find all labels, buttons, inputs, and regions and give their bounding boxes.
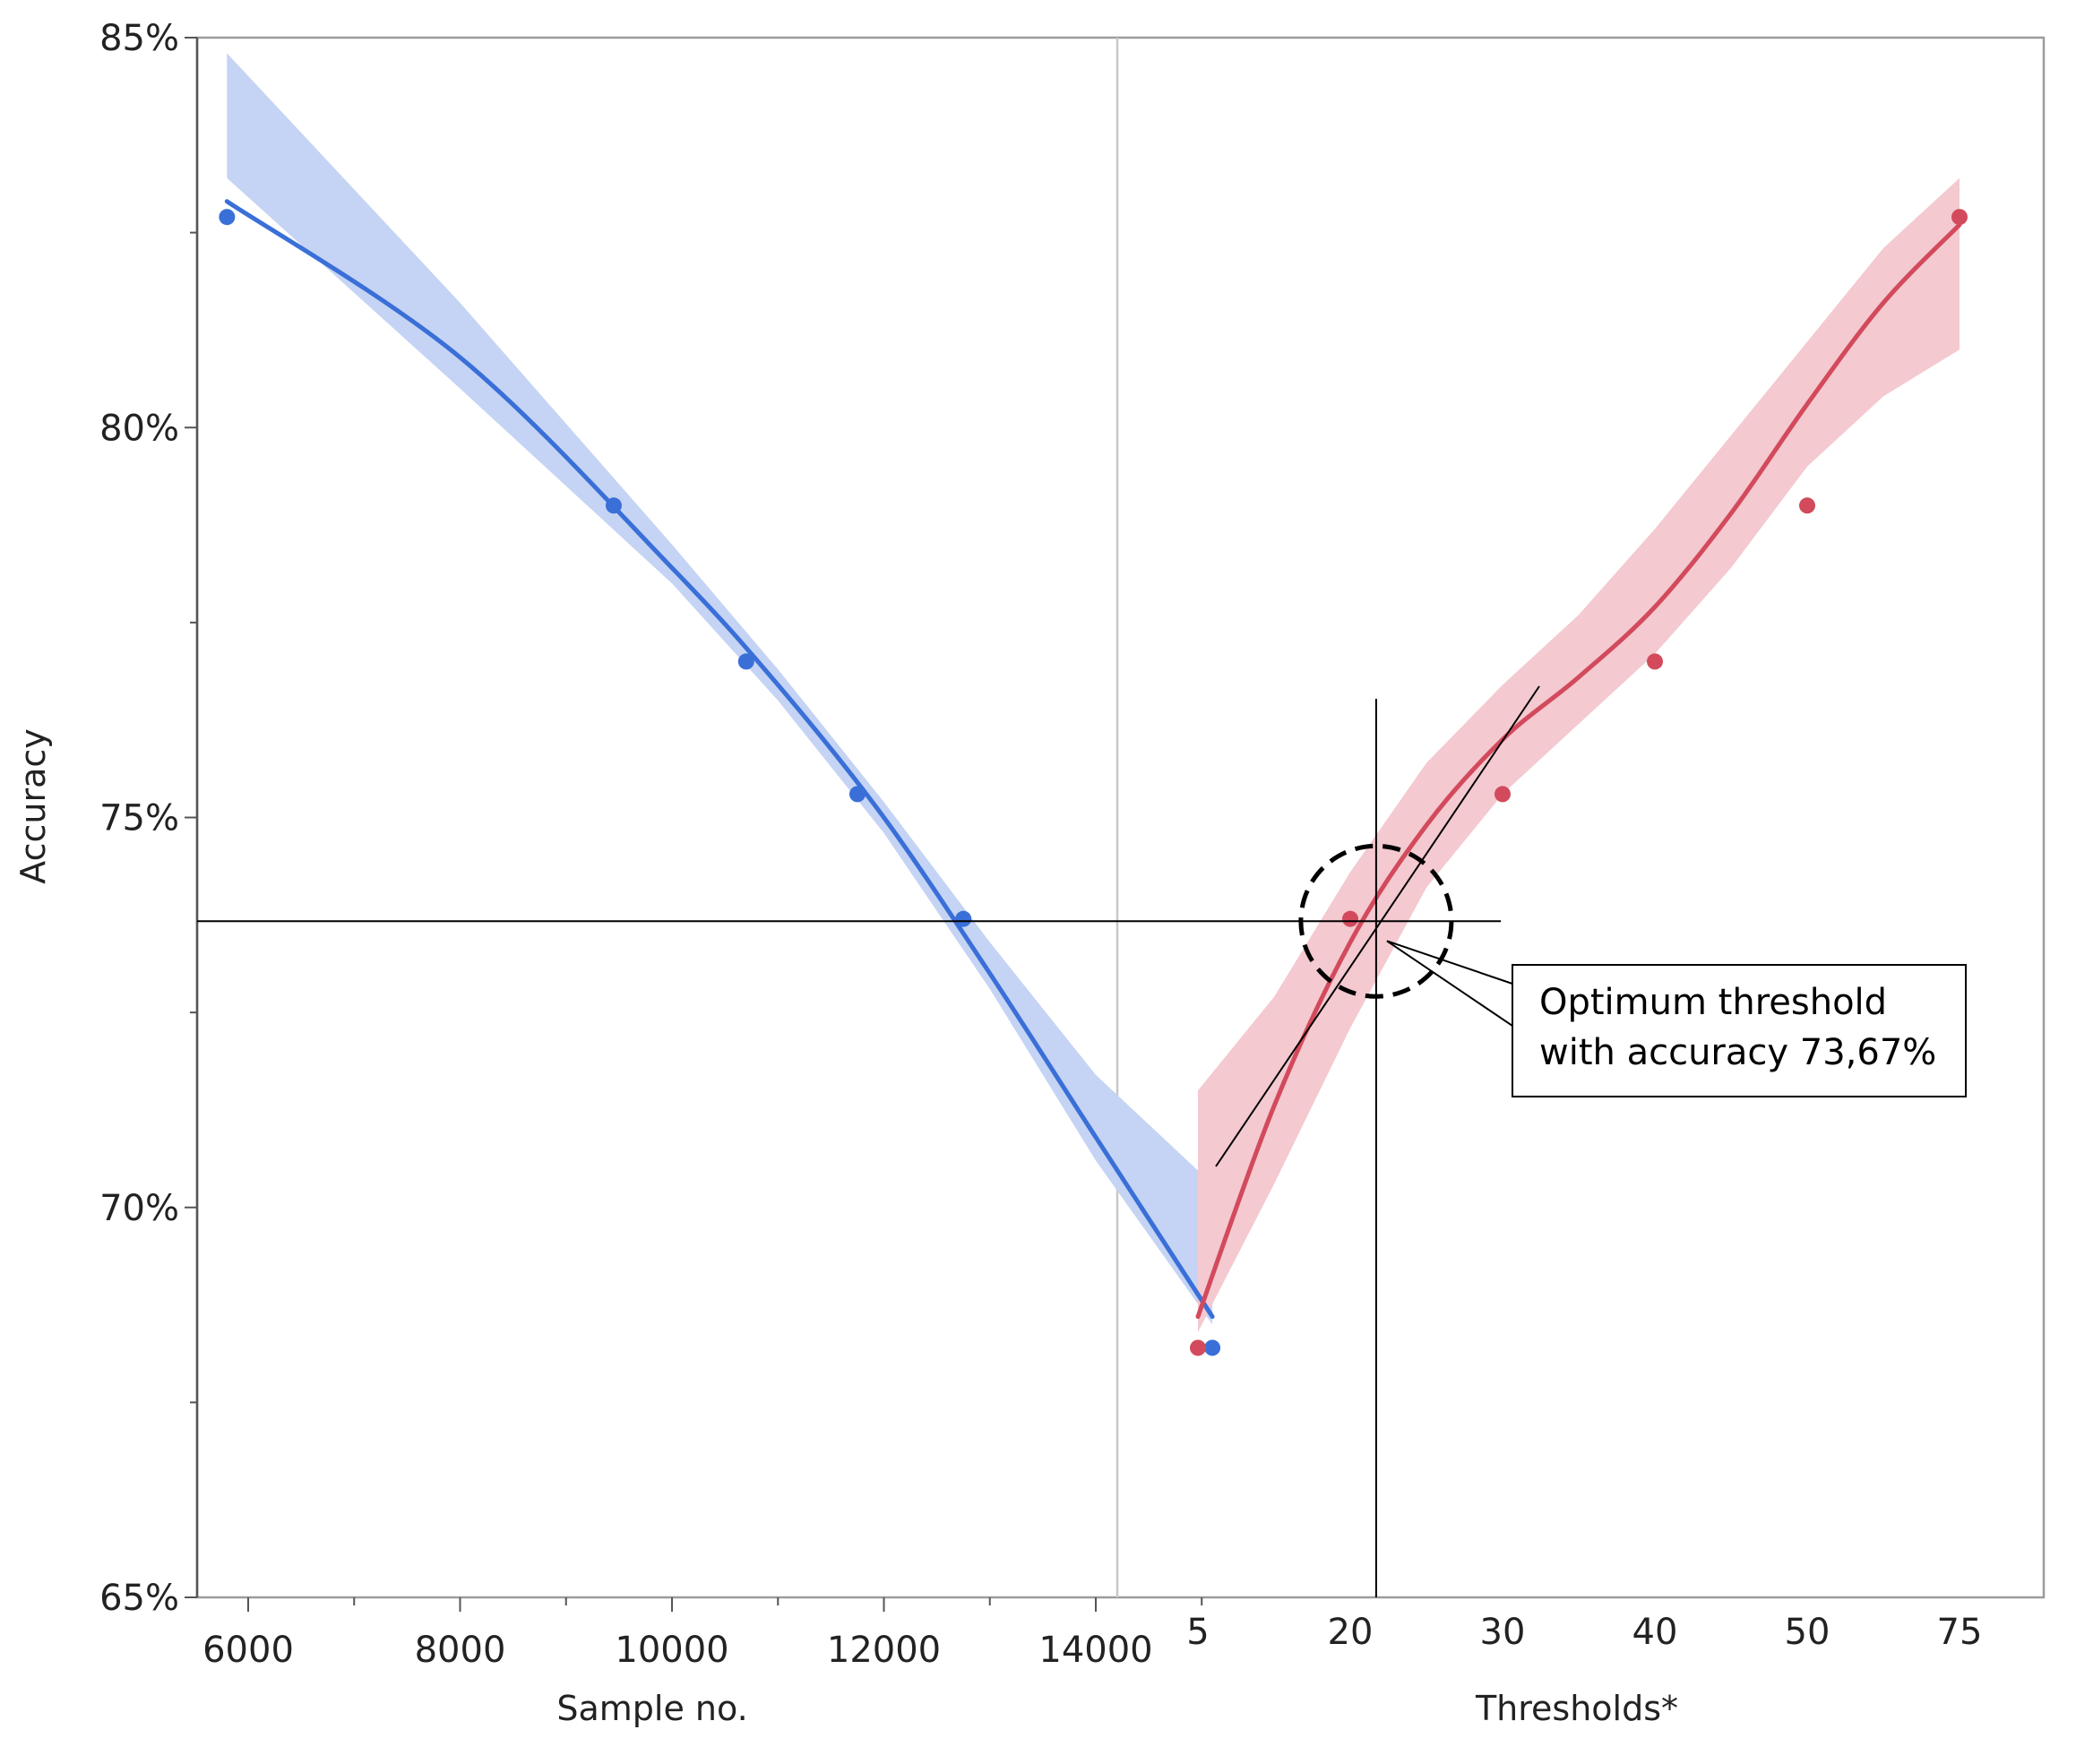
right-fit-curve xyxy=(1195,222,1962,1320)
y-tick-label: 80% xyxy=(99,408,179,449)
right-x-axis-label: Thresholds* xyxy=(1475,1689,1678,1728)
left-x-tick-label: 14000 xyxy=(1038,1630,1152,1671)
right-data-point xyxy=(1951,209,1968,226)
crosshair xyxy=(197,685,1540,1597)
y-tick-label: 65% xyxy=(99,1578,179,1619)
left-data-point xyxy=(219,209,236,226)
left-data-point xyxy=(1204,1339,1221,1356)
left-data-point xyxy=(848,786,866,803)
right-data-point xyxy=(1495,786,1511,803)
tangent-line xyxy=(1215,685,1540,1167)
left-x-tick-label: 8000 xyxy=(415,1630,506,1671)
y-tick-label: 75% xyxy=(99,798,179,839)
y-axis: 65% 70% 75% 80% 85% xyxy=(99,18,199,1619)
optimum-highlight-circle xyxy=(1298,843,1454,999)
right-x-tick-label: 30 xyxy=(1480,1612,1526,1653)
left-fit-line xyxy=(224,199,1215,1320)
right-band-area xyxy=(1198,177,1960,1333)
left-x-tick-label: 12000 xyxy=(827,1630,941,1671)
annotation-box xyxy=(1512,964,1967,1097)
right-x-tick-label: 5 xyxy=(1186,1612,1209,1653)
left-data-points xyxy=(219,209,1221,1356)
annotation-line-2: with accuracy 73,67% xyxy=(1539,1032,1936,1073)
left-data-point xyxy=(737,653,754,670)
right-data-point xyxy=(1799,497,1815,514)
annotation: Optimum threshold with accuracy 73,67% xyxy=(1512,964,1967,1097)
right-x-axis: 5 20 30 40 50 75 xyxy=(1186,1612,1982,1653)
left-x-axis: 6000 8000 10000 12000 14000 xyxy=(202,1597,1203,1671)
y-axis-label: Accuracy xyxy=(13,728,53,884)
left-x-tick-label: 6000 xyxy=(202,1630,294,1671)
y-tick-label: 70% xyxy=(99,1188,179,1229)
right-fit-line xyxy=(1195,222,1962,1320)
left-x-axis-label: Sample no. xyxy=(556,1689,747,1728)
right-data-points xyxy=(1190,209,1968,1356)
left-x-tick-label: 10000 xyxy=(615,1630,728,1671)
y-tick-label: 85% xyxy=(99,18,179,59)
left-data-point xyxy=(605,497,622,514)
right-x-tick-label: 50 xyxy=(1785,1612,1830,1653)
right-data-point xyxy=(1342,910,1358,927)
right-x-tick-label: 75 xyxy=(1937,1612,1983,1653)
left-data-point xyxy=(955,910,972,927)
right-x-tick-label: 40 xyxy=(1632,1612,1678,1653)
right-x-tick-label: 20 xyxy=(1328,1612,1374,1653)
annotation-line-1: Optimum threshold xyxy=(1539,982,1887,1023)
right-confidence-band xyxy=(1198,177,1960,1333)
left-fit-curve xyxy=(224,199,1215,1320)
right-data-point xyxy=(1647,653,1663,670)
right-data-point xyxy=(1190,1339,1206,1356)
